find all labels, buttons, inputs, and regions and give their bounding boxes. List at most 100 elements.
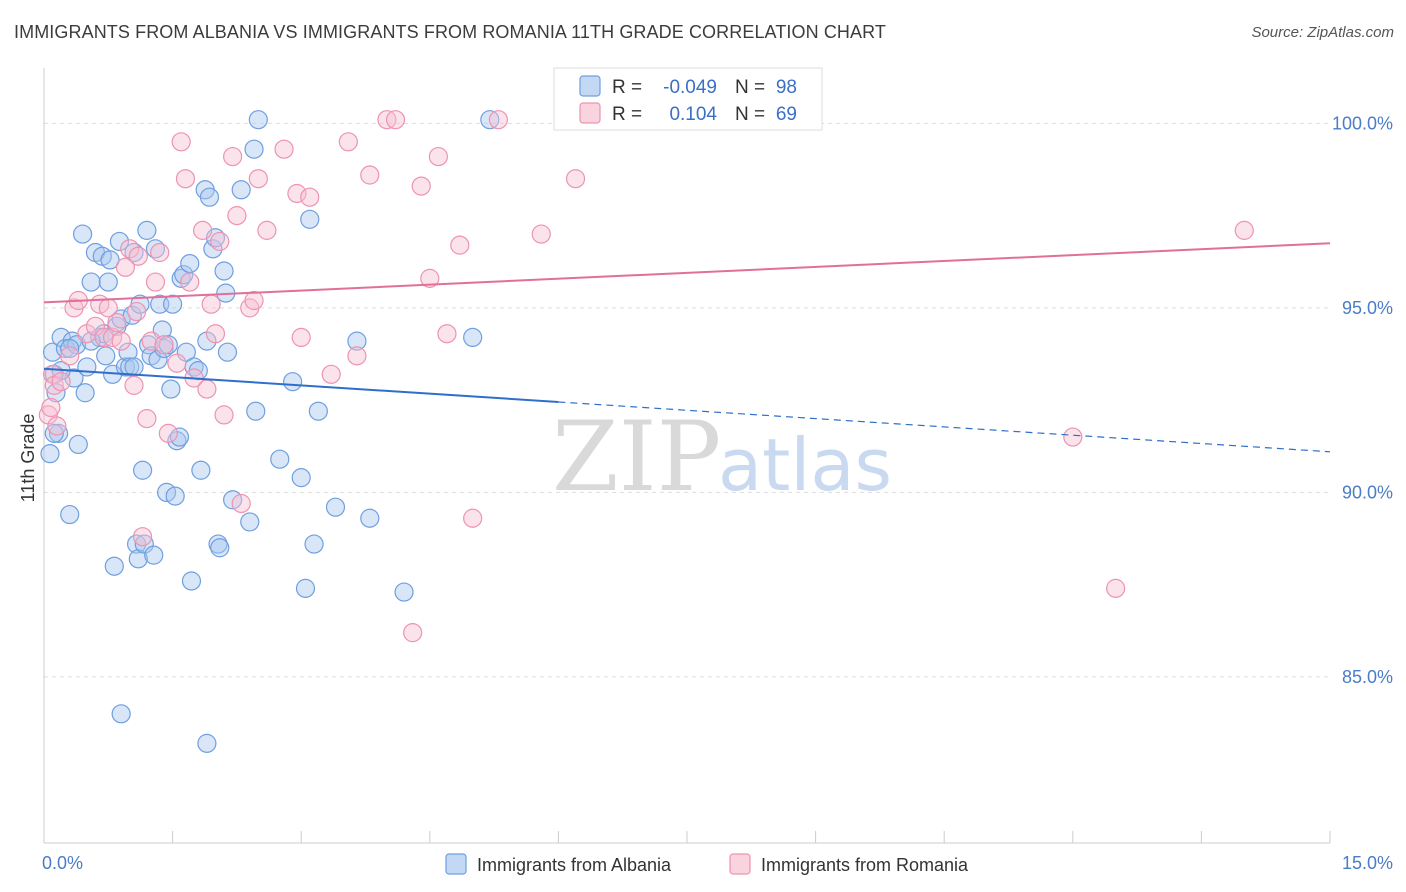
data-point-albania	[68, 434, 88, 455]
data-point-albania	[96, 346, 116, 366]
data-point-albania	[181, 571, 202, 591]
data-point-romania	[126, 301, 147, 322]
data-point-romania	[205, 324, 226, 344]
data-point-albania	[46, 383, 66, 403]
data-point-romania	[197, 379, 217, 399]
data-point-albania	[137, 220, 157, 240]
data-point-romania	[210, 231, 230, 252]
data-point-romania	[171, 132, 191, 152]
data-point-romania	[411, 176, 431, 196]
data-point-albania	[291, 468, 311, 488]
y-tick-label: 100.0%	[1332, 113, 1393, 133]
data-point-romania	[223, 146, 243, 167]
data-point-albania	[304, 534, 324, 554]
data-point-romania	[150, 242, 170, 263]
data-point-albania	[347, 331, 367, 351]
data-point-albania	[48, 423, 69, 443]
data-point-albania	[165, 486, 185, 506]
data-point-romania	[115, 257, 136, 277]
watermark: ZIP atlas	[552, 401, 892, 513]
data-point-albania	[109, 231, 130, 252]
legend-swatch-romania	[579, 102, 601, 124]
data-point-albania	[144, 545, 164, 565]
data-point-albania	[128, 549, 148, 569]
data-point-romania	[428, 146, 448, 167]
data-point-romania	[385, 110, 406, 130]
chart-title: IMMIGRANTS FROM ALBANIA VS IMMIGRANTS FR…	[14, 22, 886, 42]
data-point-albania	[283, 372, 303, 392]
data-point-romania	[1234, 220, 1254, 240]
data-point-albania	[217, 342, 238, 362]
legend-swatch-albania	[579, 75, 601, 97]
data-point-albania	[231, 180, 251, 200]
data-point-romania	[167, 353, 187, 373]
data-point-albania	[148, 349, 168, 370]
data-point-romania	[1106, 578, 1126, 598]
data-point-romania	[347, 346, 367, 366]
data-point-albania	[169, 427, 190, 447]
data-point-romania	[1063, 427, 1083, 447]
data-point-romania	[257, 220, 277, 240]
data-point-albania	[244, 139, 264, 159]
data-point-albania	[325, 497, 346, 517]
data-point-romania	[137, 408, 157, 429]
data-point-romania	[360, 165, 380, 185]
data-point-albania	[100, 250, 120, 270]
legend-n-value-albania: 98	[776, 77, 797, 98]
data-point-romania	[107, 313, 127, 333]
chart-source: Source: ZipAtlas.com	[1251, 24, 1394, 41]
bottom-legend-swatch-albania	[445, 853, 467, 875]
data-point-romania	[60, 346, 80, 366]
data-point-albania	[214, 261, 234, 281]
data-point-romania	[128, 246, 148, 266]
data-point-albania	[270, 449, 290, 469]
data-point-albania	[199, 187, 220, 207]
legend-r-label-1: R =	[612, 77, 642, 98]
data-point-albania	[120, 357, 140, 377]
data-point-romania	[403, 623, 423, 643]
x-tick-label: 15.0%	[1342, 853, 1393, 873]
legend-n-value-romania: 69	[776, 104, 797, 125]
data-point-romania	[291, 327, 311, 348]
data-point-romania	[180, 272, 200, 292]
data-point-albania	[60, 338, 80, 359]
data-point-albania	[308, 401, 328, 421]
data-point-romania	[420, 268, 440, 288]
legend-r-value-romania: 0.104	[669, 104, 717, 125]
data-point-albania	[40, 444, 60, 464]
data-point-albania	[191, 460, 211, 480]
data-point-romania	[248, 169, 268, 189]
data-point-albania	[44, 423, 64, 443]
data-point-romania	[244, 290, 264, 311]
x-ticks	[43, 831, 1331, 843]
data-point-romania	[274, 139, 294, 159]
data-point-romania	[565, 169, 586, 189]
data-point-albania	[176, 342, 196, 362]
data-point-albania	[246, 401, 266, 421]
data-point-romania	[111, 331, 131, 351]
x-tick-label: 0.0%	[42, 853, 83, 873]
data-point-albania	[132, 460, 153, 480]
data-point-albania	[248, 110, 268, 130]
data-point-romania	[231, 493, 251, 514]
watermark-zip: ZIP	[552, 401, 721, 513]
legend-r-value-albania: -0.049	[663, 77, 717, 98]
data-point-romania	[227, 206, 247, 226]
data-point-albania	[394, 582, 414, 602]
data-point-romania	[463, 508, 483, 528]
y-tick-labels: 100.0% 95.0% 90.0% 85.0%	[1332, 113, 1393, 687]
bottom-legend: Immigrants from Albania Immigrants from …	[445, 853, 969, 875]
trend-line-extension-albania	[558, 401, 1331, 453]
data-point-romania	[450, 235, 470, 255]
data-point-romania	[47, 416, 67, 436]
data-point-romania	[531, 224, 551, 244]
data-point-albania	[163, 294, 183, 314]
data-point-romania	[338, 132, 358, 152]
data-point-albania	[134, 534, 154, 554]
bottom-legend-label-romania: Immigrants from Romania	[761, 855, 969, 875]
data-point-albania	[463, 327, 483, 348]
data-point-romania	[287, 183, 307, 204]
data-point-romania	[154, 335, 174, 355]
y-tick-label: 90.0%	[1342, 482, 1393, 502]
